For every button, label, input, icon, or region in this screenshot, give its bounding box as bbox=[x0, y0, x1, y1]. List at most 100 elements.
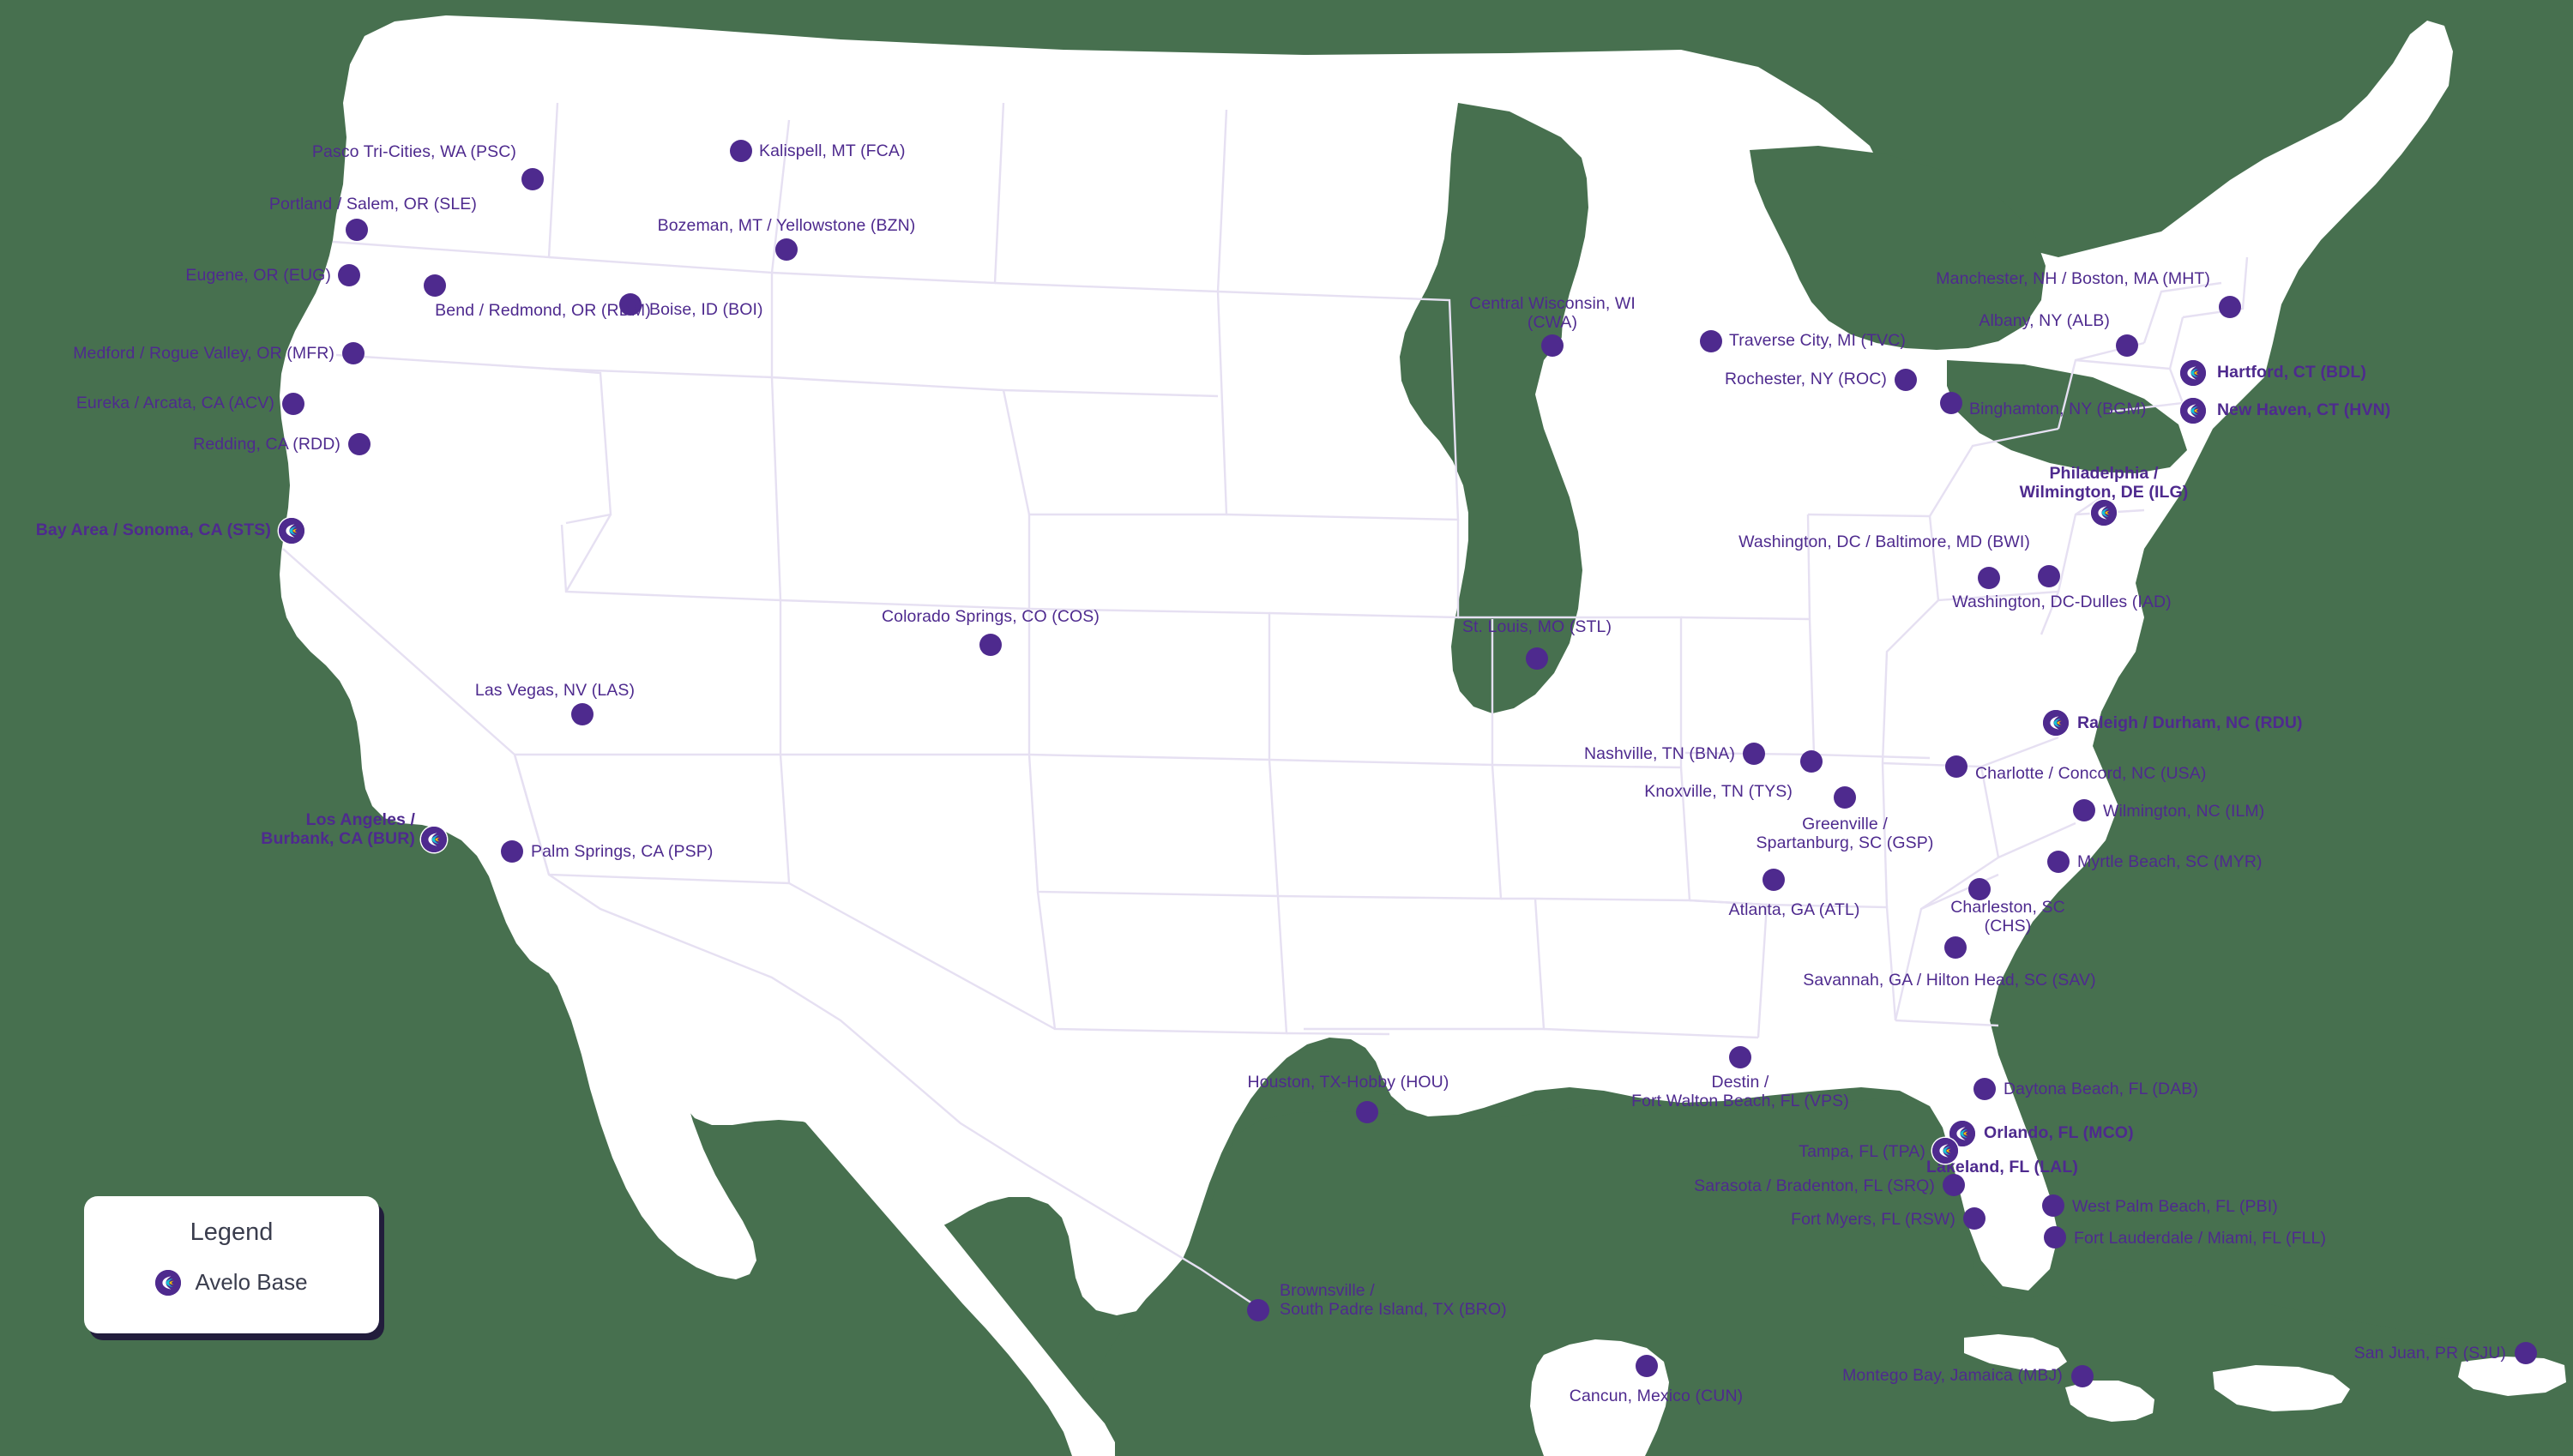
destination-marker-fca[interactable] bbox=[730, 140, 752, 162]
destination-marker-srq[interactable] bbox=[1943, 1174, 1965, 1196]
destination-marker-bna[interactable] bbox=[1743, 743, 1765, 765]
destination-marker-rdm[interactable] bbox=[424, 274, 446, 297]
destination-label-fll: Fort Lauderdale / Miami, FL (FLL) bbox=[2074, 1229, 2327, 1248]
destination-marker-vps[interactable] bbox=[1729, 1046, 1751, 1068]
avelo-base-marker-ilg[interactable] bbox=[2091, 500, 2117, 526]
destination-label-atl: Atlanta, GA (ATL) bbox=[1728, 900, 1860, 919]
destination-marker-las[interactable] bbox=[571, 703, 594, 725]
destination-marker-eug[interactable] bbox=[338, 264, 360, 286]
destination-marker-chs[interactable] bbox=[1968, 878, 1991, 900]
destination-label-hou: Houston, TX-Hobby (HOU) bbox=[1247, 1073, 1449, 1092]
destination-marker-roc[interactable] bbox=[1895, 369, 1917, 391]
avelo-base-icon bbox=[155, 1269, 182, 1296]
destination-marker-mht[interactable] bbox=[2219, 296, 2241, 318]
destination-label-eug: Eugene, OR (EUG) bbox=[185, 266, 331, 285]
destination-marker-psp[interactable] bbox=[501, 840, 523, 863]
avelo-base-marker-lal[interactable] bbox=[1932, 1138, 1958, 1164]
destination-marker-boi[interactable] bbox=[619, 293, 642, 316]
destination-label-mht: Manchester, NH / Boston, MA (MHT) bbox=[1936, 269, 2210, 288]
destination-label-las: Las Vegas, NV (LAS) bbox=[474, 681, 636, 700]
destination-label-iad: Washington, DC-Dulles (IAD) bbox=[1952, 593, 2172, 611]
destination-label-chs: Charleston, SC (CHS) bbox=[1950, 898, 2065, 936]
destination-marker-hou[interactable] bbox=[1356, 1101, 1378, 1123]
destination-label-fca: Kalispell, MT (FCA) bbox=[759, 141, 906, 160]
destination-label-cos: Colorado Springs, CO (COS) bbox=[881, 607, 1100, 626]
destination-label-psp: Palm Springs, CA (PSP) bbox=[531, 842, 714, 861]
destination-marker-mbj[interactable] bbox=[2071, 1365, 2094, 1387]
map-legend: Legend Avelo Base bbox=[84, 1196, 379, 1333]
destination-label-lal: Lakeland, FL (LAL) bbox=[1926, 1158, 2078, 1176]
destination-label-rdm: Bend / Redmond, OR (RDM) bbox=[435, 301, 651, 320]
destination-marker-pbi[interactable] bbox=[2042, 1194, 2064, 1217]
destination-marker-stl[interactable] bbox=[1526, 647, 1548, 670]
legend-item-label: Avelo Base bbox=[195, 1269, 308, 1295]
destination-marker-sju[interactable] bbox=[2515, 1342, 2537, 1364]
destination-label-sts: Bay Area / Sonoma, CA (STS) bbox=[35, 520, 271, 539]
destination-marker-gsp[interactable] bbox=[1834, 786, 1856, 809]
destination-label-sav: Savannah, GA / Hilton Head, SC (SAV) bbox=[1803, 971, 2096, 990]
destination-label-myr: Myrtle Beach, SC (MYR) bbox=[2077, 852, 2263, 871]
destination-marker-ilm[interactable] bbox=[2073, 799, 2095, 821]
avelo-base-marker-hvn[interactable] bbox=[2180, 398, 2206, 424]
destination-marker-rsw[interactable] bbox=[1963, 1207, 1985, 1230]
destination-label-alb: Albany, NY (ALB) bbox=[1979, 311, 2110, 330]
avelo-base-marker-rdu[interactable] bbox=[2043, 710, 2069, 736]
destination-label-mbj: Montego Bay, Jamaica (MBJ) bbox=[1842, 1366, 2063, 1385]
destination-marker-cun[interactable] bbox=[1636, 1355, 1658, 1377]
destination-marker-tvc[interactable] bbox=[1700, 330, 1722, 352]
destination-marker-bgm[interactable] bbox=[1940, 392, 1962, 414]
destination-marker-psc[interactable] bbox=[521, 168, 544, 190]
destination-marker-myr[interactable] bbox=[2047, 851, 2070, 873]
destination-label-ilg: Philadelphia / Wilmington, DE (ILG) bbox=[2019, 464, 2189, 502]
destination-label-tvc: Traverse City, MI (TVC) bbox=[1729, 331, 1906, 350]
destination-marker-mfr[interactable] bbox=[342, 342, 365, 364]
destination-label-srq: Sarasota / Bradenton, FL (SRQ) bbox=[1694, 1176, 1935, 1195]
destination-label-bgm: Binghamton, NY (BGM) bbox=[1969, 400, 2147, 418]
avelo-base-marker-sts[interactable] bbox=[279, 518, 304, 544]
destination-label-roc: Rochester, NY (ROC) bbox=[1724, 370, 1887, 388]
destination-label-bro: Brownsville / South Padre Island, TX (BR… bbox=[1280, 1281, 1507, 1319]
destination-label-bur: Los Angeles / Burbank, CA (BUR) bbox=[261, 810, 415, 848]
destination-marker-acv[interactable] bbox=[282, 393, 304, 415]
destination-marker-rdd[interactable] bbox=[348, 433, 371, 455]
destination-label-rsw: Fort Myers, FL (RSW) bbox=[1791, 1210, 1955, 1229]
destination-marker-cwa[interactable] bbox=[1541, 334, 1564, 357]
avelo-base-marker-bur[interactable] bbox=[421, 827, 447, 852]
destination-label-cwa: Central Wisconsin, WI (CWA) bbox=[1469, 294, 1636, 332]
destination-marker-cos[interactable] bbox=[979, 634, 1002, 656]
destination-marker-fll[interactable] bbox=[2044, 1226, 2066, 1248]
destination-marker-iad[interactable] bbox=[1978, 567, 2000, 589]
destination-label-cun: Cancun, Mexico (CUN) bbox=[1569, 1387, 1744, 1405]
legend-item-avelo-base: Avelo Base bbox=[155, 1269, 308, 1296]
destination-label-gsp: Greenville / Spartanburg, SC (GSP) bbox=[1756, 815, 1934, 852]
destination-label-tpa: Tampa, FL (TPA) bbox=[1799, 1142, 1925, 1161]
destination-marker-dab[interactable] bbox=[1973, 1078, 1996, 1100]
destination-label-sju: San Juan, PR (SJU) bbox=[2353, 1344, 2506, 1363]
destination-label-bdl: Hartford, CT (BDL) bbox=[2217, 363, 2367, 382]
destination-marker-sle[interactable] bbox=[346, 219, 368, 241]
legend-title: Legend bbox=[190, 1218, 274, 1246]
avelo-base-marker-bdl[interactable] bbox=[2180, 360, 2206, 386]
destination-marker-sav[interactable] bbox=[1944, 936, 1967, 959]
destination-label-vps: Destin / Fort Walton Beach, FL (VPS) bbox=[1631, 1073, 1849, 1110]
destination-marker-tys[interactable] bbox=[1800, 750, 1823, 773]
destination-label-acv: Eureka / Arcata, CA (ACV) bbox=[75, 394, 274, 412]
destination-label-pbi: West Palm Beach, FL (PBI) bbox=[2072, 1197, 2278, 1216]
destination-marker-bro[interactable] bbox=[1247, 1299, 1269, 1321]
destination-label-bzn: Bozeman, MT / Yellowstone (BZN) bbox=[657, 216, 916, 235]
destination-label-rdu: Raleigh / Durham, NC (RDU) bbox=[2077, 713, 2303, 732]
destination-label-hvn: New Haven, CT (HVN) bbox=[2217, 400, 2391, 419]
destination-marker-alb[interactable] bbox=[2116, 334, 2138, 357]
destination-marker-usa[interactable] bbox=[1945, 755, 1967, 778]
destination-label-boi: Boise, ID (BOI) bbox=[649, 300, 763, 319]
destination-label-dab: Daytona Beach, FL (DAB) bbox=[2004, 1080, 2199, 1098]
destination-label-bna: Nashville, TN (BNA) bbox=[1584, 744, 1735, 763]
destination-label-tys: Knoxville, TN (TYS) bbox=[1644, 782, 1793, 801]
destination-marker-bzn[interactable] bbox=[775, 238, 798, 261]
destination-label-psc: Pasco Tri-Cities, WA (PSC) bbox=[311, 142, 516, 161]
destination-marker-bwi[interactable] bbox=[2038, 565, 2060, 587]
destination-label-mco: Orlando, FL (MCO) bbox=[1984, 1123, 2134, 1142]
destination-marker-atl[interactable] bbox=[1763, 869, 1785, 891]
